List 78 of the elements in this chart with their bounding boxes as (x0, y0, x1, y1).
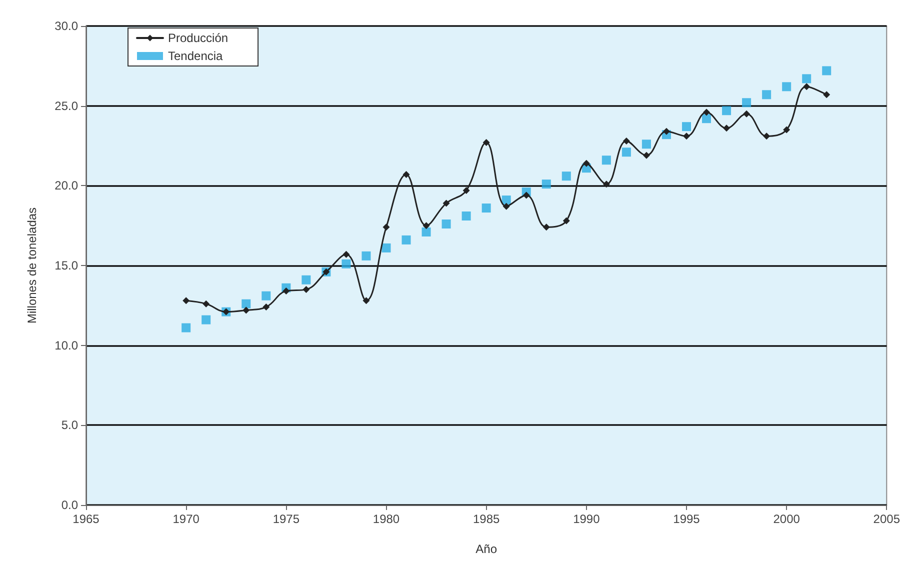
point (422, 222, 430, 230)
point (342, 259, 351, 268)
point (662, 128, 670, 135)
y-tick-label: 25.0 (54, 98, 78, 113)
y-tick-label: 15.0 (54, 258, 78, 272)
point (482, 139, 490, 146)
point (782, 82, 792, 92)
x-tick-label: 1995 (673, 512, 700, 526)
y-axis-title: Millones de toneladas (25, 207, 39, 324)
point (182, 297, 190, 304)
point (803, 83, 810, 90)
x-axis-title: Año (476, 542, 498, 556)
y-tick-label: 10.0 (54, 338, 78, 352)
point (762, 90, 772, 100)
point (722, 106, 732, 116)
point (703, 108, 710, 116)
point (202, 315, 211, 324)
point (642, 140, 651, 149)
x-tick-label: 2000 (773, 512, 800, 526)
legend-label: Tendencia (168, 49, 224, 63)
point (242, 299, 251, 308)
point (362, 297, 370, 304)
point (823, 91, 830, 98)
point (802, 74, 812, 84)
point (783, 126, 790, 134)
point (342, 250, 350, 258)
point (422, 227, 431, 236)
y-tick-label: 5.0 (61, 418, 78, 432)
point (402, 170, 410, 178)
point (502, 202, 510, 210)
point (442, 200, 450, 207)
point (742, 98, 752, 108)
point (522, 192, 530, 199)
point (642, 152, 650, 159)
point (682, 132, 690, 140)
point (702, 114, 712, 124)
x-tick-label: 1980 (372, 512, 400, 526)
x-tick-label: 1965 (72, 512, 100, 526)
legend-label: Producción (168, 31, 228, 45)
point (602, 180, 610, 188)
point (562, 172, 571, 181)
point (723, 124, 730, 132)
point (763, 132, 770, 140)
x-tick-label: 2005 (873, 512, 900, 526)
point (622, 148, 631, 157)
point (262, 304, 270, 311)
y-tick-label: 20.0 (54, 178, 78, 193)
point (182, 323, 191, 332)
x-tick-label: 1970 (172, 512, 200, 526)
point (542, 224, 550, 231)
point (382, 243, 391, 252)
point (242, 306, 250, 314)
point (743, 110, 750, 118)
point (382, 224, 390, 231)
point (302, 286, 310, 293)
point (402, 235, 411, 244)
point (302, 275, 311, 284)
point (622, 137, 630, 144)
x-tick-label: 1985 (472, 512, 500, 526)
point (362, 251, 371, 260)
point (482, 204, 491, 213)
y-tick-label: 0.0 (61, 498, 78, 512)
x-tick-label: 1990 (573, 512, 600, 526)
x-tick-label: 1975 (272, 512, 300, 526)
point (202, 300, 210, 308)
point (462, 212, 471, 221)
y-tick-label: 30.0 (54, 19, 78, 33)
point (542, 180, 551, 189)
point (682, 122, 691, 132)
point (602, 156, 611, 165)
point (822, 66, 832, 76)
point (282, 288, 290, 295)
point (442, 219, 451, 228)
point (502, 196, 511, 205)
point (562, 217, 570, 224)
point (262, 291, 271, 300)
point (462, 186, 470, 194)
point (582, 160, 590, 167)
